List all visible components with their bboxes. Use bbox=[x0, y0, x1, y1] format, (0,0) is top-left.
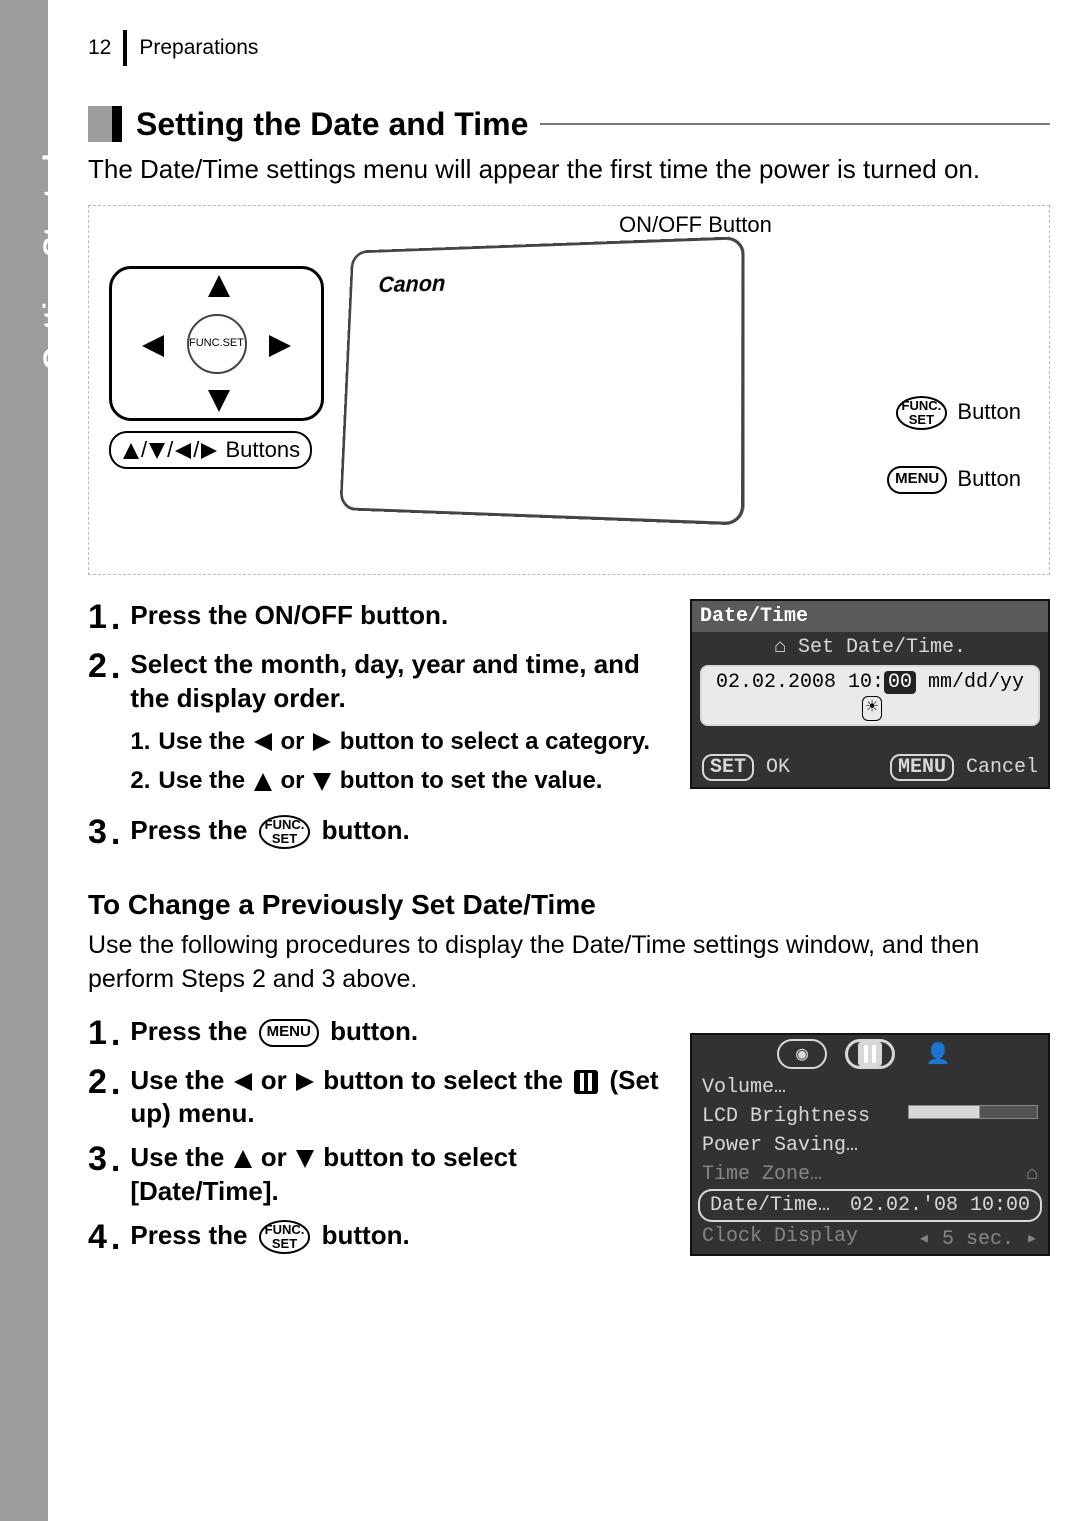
lcd2-row-brightness: LCD Brightness bbox=[692, 1102, 1048, 1131]
intro-text: The Date/Time settings menu will appear … bbox=[88, 152, 1050, 187]
page-number: 12 bbox=[88, 30, 127, 66]
lcd1-date-row: 02.02.2008 10:00 mm/dd/yy ☀ bbox=[700, 665, 1040, 726]
lcd1-subtitle: ⌂ Set Date/Time. bbox=[692, 632, 1048, 663]
arrow-right-icon bbox=[313, 733, 331, 751]
page-content: 12 Preparations Setting the Date and Tim… bbox=[48, 0, 1080, 1298]
diagram-label-menu: MENU Button bbox=[883, 466, 1021, 494]
lcd2-tabs: ◉ 👤 bbox=[692, 1035, 1048, 1073]
arrow-left-icon bbox=[254, 733, 272, 751]
dpad-up-icon bbox=[208, 275, 230, 297]
camera-body-sketch: Canon bbox=[339, 236, 744, 526]
tools-icon bbox=[574, 1070, 598, 1094]
dpad-center-icon: FUNC.SET bbox=[187, 314, 247, 374]
dpad-inset: FUNC.SET bbox=[109, 266, 324, 421]
substep-a2-2: 2. Use the or button to set the value. bbox=[130, 765, 670, 796]
section-title: Setting the Date and Time bbox=[136, 106, 528, 142]
step-list-b: 1. Press the MENU button. 2. Use the or … bbox=[88, 1015, 670, 1268]
step-a3: 3. Press the FUNC.SET button. bbox=[88, 814, 670, 853]
menu-icon: MENU bbox=[887, 466, 947, 494]
section-name: Preparations bbox=[127, 36, 258, 60]
lcd2-row-timezone: Time Zone… ⌂ bbox=[692, 1160, 1048, 1189]
thin-rule bbox=[540, 123, 1050, 125]
side-tab: Getting Started bbox=[0, 0, 48, 1521]
sun-icon: ☀ bbox=[862, 696, 882, 721]
step-list-a: 1. Press the ON/OFF button. 2. Select th… bbox=[88, 599, 670, 863]
diagram-label-onoff: ON/OFF Button bbox=[619, 212, 772, 238]
dpad-down-icon bbox=[208, 390, 230, 412]
lcd2-row-clock: Clock Display ◂ 5 sec. ▸ bbox=[692, 1222, 1048, 1254]
home-icon: ⌂ bbox=[1026, 1163, 1038, 1186]
steps-row-a: 1. Press the ON/OFF button. 2. Select th… bbox=[88, 599, 1050, 863]
arrow-down-icon bbox=[149, 443, 165, 459]
subsection-title: To Change a Previously Set Date/Time bbox=[88, 889, 1050, 921]
arrow-right-icon bbox=[201, 443, 217, 459]
step-a2: 2. Select the month, day, year and time,… bbox=[88, 648, 670, 804]
arrow-down-icon bbox=[296, 1150, 314, 1168]
lcd1-footer: SET OK MENU Cancel bbox=[692, 732, 1048, 787]
lcd1-header: Date/Time bbox=[692, 601, 1048, 632]
brightness-bar bbox=[908, 1105, 1038, 1119]
func-set-icon: FUNC.SET bbox=[259, 1220, 311, 1254]
diagram-label-func: FUNC.SET Button bbox=[892, 396, 1021, 430]
func-set-icon: FUNC.SET bbox=[259, 815, 311, 849]
brand-logo: Canon bbox=[378, 271, 446, 299]
subsection-intro: Use the following procedures to display … bbox=[88, 929, 1050, 997]
dpad-right-icon bbox=[269, 335, 291, 357]
arrow-up-icon bbox=[123, 443, 139, 459]
arrow-right-icon bbox=[296, 1073, 314, 1091]
step-b1: 1. Press the MENU button. bbox=[88, 1015, 670, 1054]
substep-a2-1: 1. Use the or button to select a categor… bbox=[130, 726, 670, 757]
lcd2-row-volume: Volume… bbox=[692, 1073, 1048, 1102]
substeps-a2: 1. Use the or button to select a categor… bbox=[130, 726, 670, 796]
arrow-left-icon bbox=[175, 443, 191, 459]
step-b2: 2. Use the or button to select the (Set … bbox=[88, 1064, 670, 1132]
steps-row-b: 1. Press the MENU button. 2. Use the or … bbox=[88, 1015, 1050, 1268]
page-header: 12 Preparations bbox=[88, 30, 1050, 66]
lcd2-tab-person: 👤 bbox=[913, 1039, 963, 1069]
arrow-up-icon bbox=[234, 1150, 252, 1168]
lcd2-tab-camera: ◉ bbox=[777, 1039, 827, 1069]
step-b4: 4. Press the FUNC.SET button. bbox=[88, 1219, 670, 1258]
home-icon: ⌂ bbox=[774, 636, 786, 659]
lcd2-tab-tools bbox=[845, 1039, 895, 1069]
diagram-label-arrows: /// Buttons bbox=[109, 431, 312, 469]
lcd2-row-power: Power Saving… bbox=[692, 1131, 1048, 1160]
arrow-left-icon bbox=[234, 1073, 252, 1091]
func-set-icon: FUNC.SET bbox=[896, 396, 948, 430]
dpad-left-icon bbox=[142, 335, 164, 357]
lcd-setup-menu: ◉ 👤 Volume… LCD Brightness Power Saving…… bbox=[690, 1033, 1050, 1256]
section-divider: Setting the Date and Time bbox=[88, 106, 1050, 142]
lcd2-row-datetime: Date/Time… 02.02.'08 10:00 bbox=[698, 1189, 1042, 1222]
menu-icon: MENU bbox=[259, 1019, 319, 1047]
step-a1: 1. Press the ON/OFF button. bbox=[88, 599, 670, 638]
arrow-down-icon bbox=[313, 773, 331, 791]
camera-diagram: ON/OFF Button FUNC.SET Button MENU Butto… bbox=[88, 205, 1050, 575]
arrow-up-icon bbox=[254, 773, 272, 791]
lcd-datetime-panel: Date/Time ⌂ Set Date/Time. 02.02.2008 10… bbox=[690, 599, 1050, 789]
step-b3: 3. Use the or button to select [Date/Tim… bbox=[88, 1141, 670, 1209]
divider-bar bbox=[88, 106, 122, 142]
